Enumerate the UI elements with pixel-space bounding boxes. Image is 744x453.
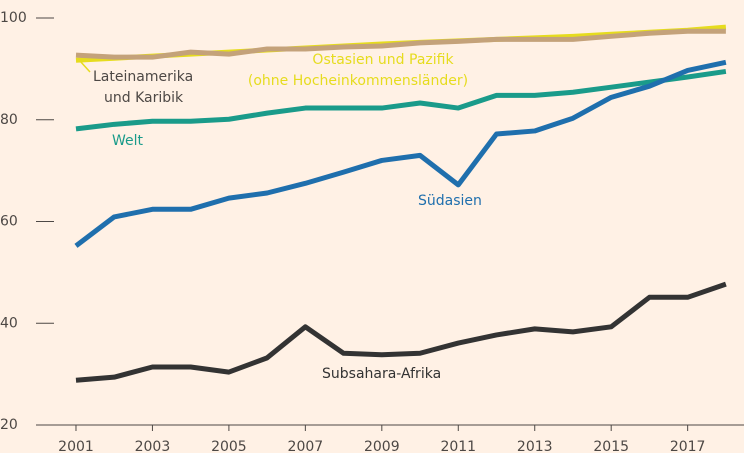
x-tick-label: 2005 (211, 439, 247, 453)
annotation: und Karibik (104, 90, 184, 106)
series-line (75, 281, 727, 383)
annotation: Südasien (418, 193, 482, 209)
y-tick-label: 60 (0, 214, 18, 230)
series-line (75, 28, 726, 60)
annotation: Welt (112, 133, 144, 149)
y-tick-label: 80 (0, 112, 18, 128)
y-tick-label: 100 (0, 10, 27, 26)
annotation: Subsahara-Afrika (322, 366, 441, 382)
x-tick-label: 2001 (58, 439, 94, 453)
series-line (75, 68, 727, 132)
annotation: Ostasien und Pazifik (312, 52, 454, 68)
annotation: (ohne Hocheinkommensländer) (248, 73, 468, 89)
x-tick-label: 2011 (440, 439, 476, 453)
x-tick-label: 2009 (364, 439, 400, 453)
series-line (74, 59, 727, 248)
annotation: Lateinamerika (93, 69, 193, 85)
x-tick-label: 2003 (135, 439, 171, 453)
annotation-leader (79, 60, 91, 73)
y-tick-label: 20 (0, 417, 18, 433)
y-tick-label: 40 (0, 315, 18, 331)
x-tick-label: 2015 (593, 439, 629, 453)
x-tick-label: 2007 (288, 439, 324, 453)
x-tick-label: 2017 (670, 439, 706, 453)
x-tick-label: 2013 (517, 439, 553, 453)
